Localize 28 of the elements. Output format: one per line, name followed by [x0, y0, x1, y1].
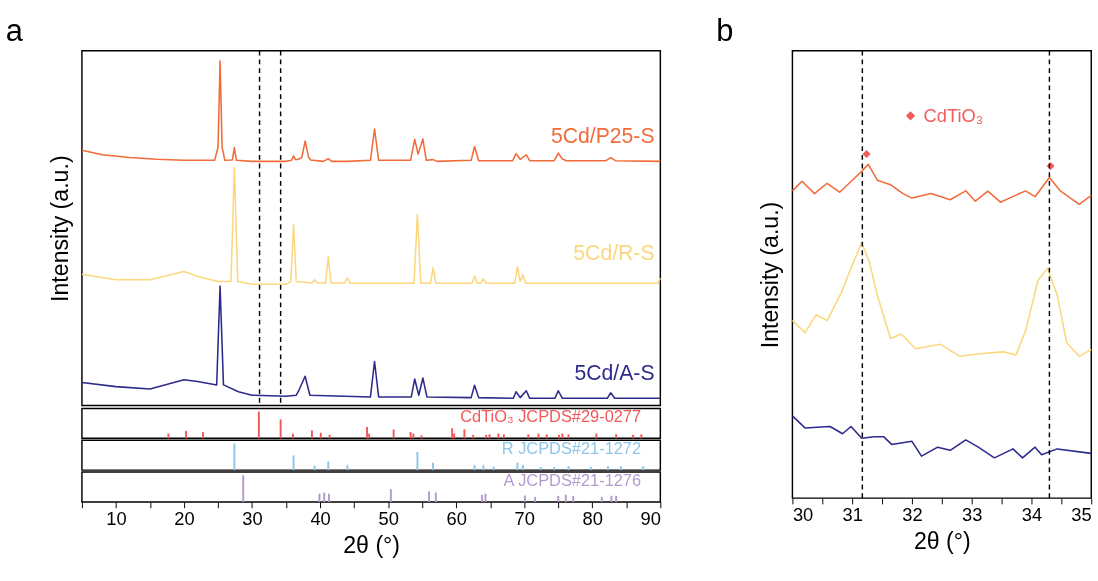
chart-title: a	[5, 13, 24, 49]
series-label: 5Cd/P25-S	[550, 124, 655, 148]
x-tick-label: 32	[902, 503, 923, 525]
x-tick-label: 60	[446, 507, 467, 529]
x-tick-label: 30	[792, 503, 814, 525]
series-label: A JCPDS#21-1276	[503, 470, 642, 489]
x-tick-label: 35	[1071, 503, 1092, 525]
x-tick-label: 33	[962, 503, 983, 525]
series-label: R JCPDS#21-1272	[501, 438, 642, 457]
series-label: 5Cd/R-S	[573, 240, 655, 264]
x-tick-label: 40	[310, 507, 331, 529]
x-tick-label: 80	[582, 507, 603, 529]
x-tick-label: 31	[842, 503, 863, 525]
x-tick-label: 10	[106, 507, 127, 529]
chart-title: b	[716, 13, 734, 49]
series-label: CdTiO₃ JCPDS#29-0277	[460, 406, 642, 425]
x-tick-label: 70	[514, 507, 535, 529]
x-axis-title: 2θ (°)	[913, 527, 971, 554]
series-label: 5Cd/A-S	[574, 361, 655, 385]
x-tick-label: 34	[1021, 503, 1043, 525]
x-tick-label: 50	[378, 507, 399, 529]
x-tick-label: 20	[174, 507, 195, 529]
legend-label: CdTiO₃	[923, 104, 984, 126]
x-axis-title: 2θ (°)	[343, 531, 401, 558]
y-axis-title: Intensity (a.u.)	[46, 155, 73, 302]
y-axis-title: Intensity (a.u.)	[757, 201, 784, 349]
x-tick-label: 90	[640, 507, 661, 529]
x-tick-label: 30	[242, 507, 263, 529]
